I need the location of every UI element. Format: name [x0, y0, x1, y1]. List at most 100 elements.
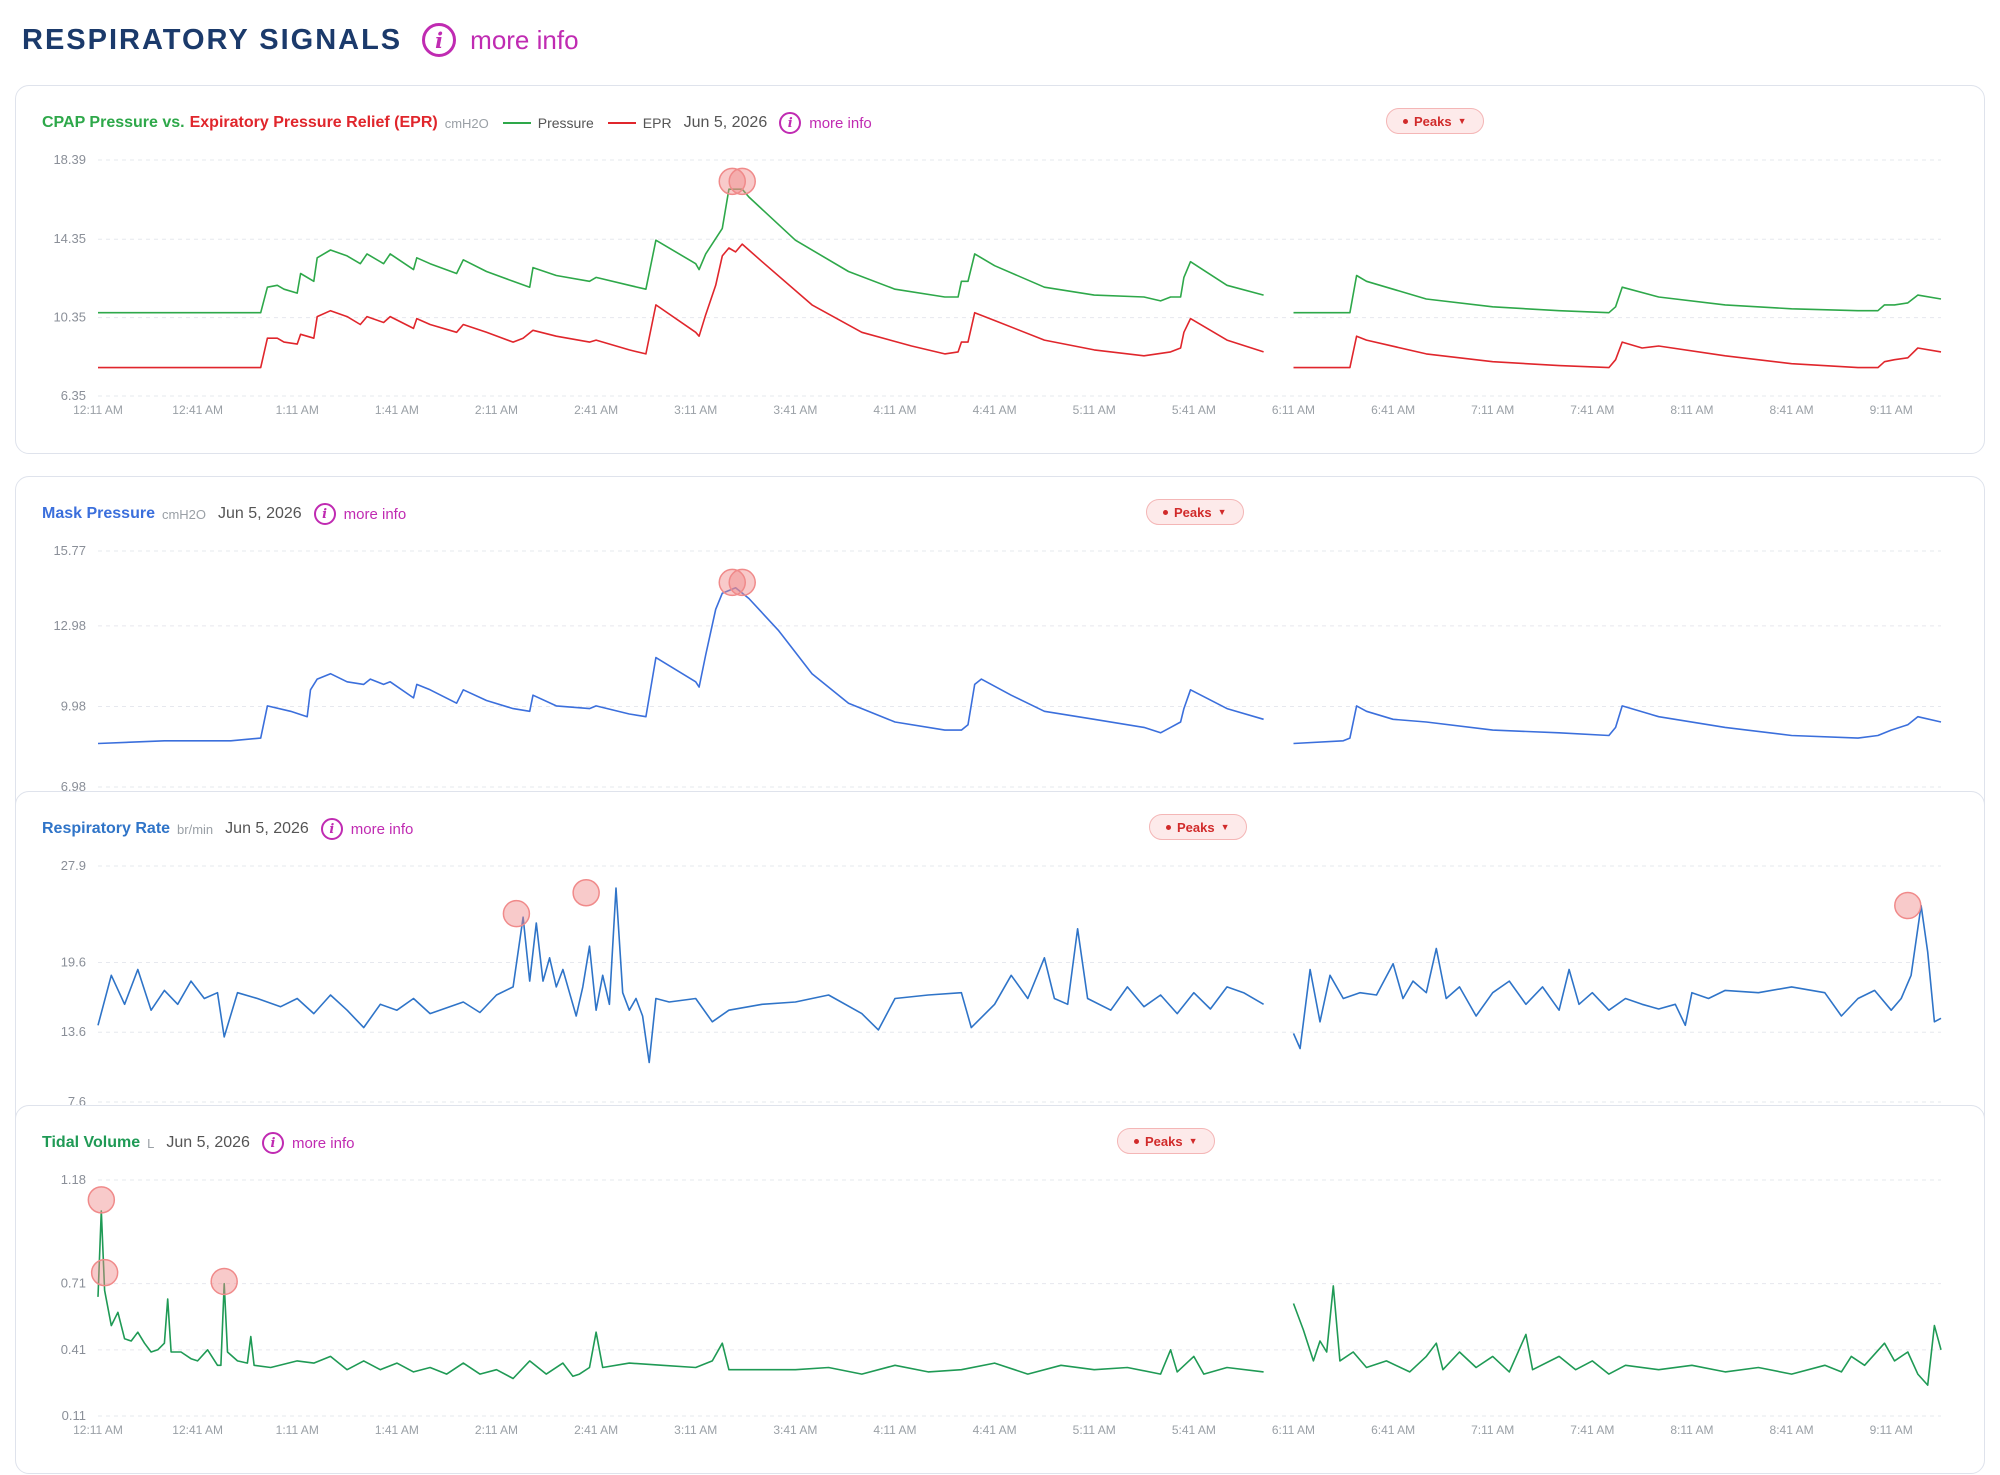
x-tick-label: 9:11 AM [1870, 403, 1913, 417]
x-tick-label: 12:41 AM [172, 1423, 223, 1437]
page-title: RESPIRATORY SIGNALS [22, 23, 403, 56]
peaks-dot-icon [1134, 1138, 1139, 1144]
x-tick-label: 1:11 AM [276, 403, 319, 417]
info-icon: i [422, 23, 457, 57]
peak-marker [210, 1267, 238, 1296]
more-info-label: more info [809, 114, 872, 132]
x-tick-label: 5:11 AM [1073, 1423, 1116, 1437]
series-line-epr-2 [1293, 335, 1942, 369]
info-icon: i [779, 112, 802, 134]
peaks-label: Peaks [1174, 504, 1212, 520]
x-tick-label: 2:41 AM [574, 403, 618, 417]
unit-label: L [147, 1135, 155, 1151]
page-header: RESPIRATORY SIGNALS i more info [22, 18, 579, 62]
legend-item-epr: EPR [607, 115, 672, 131]
more-info-label: more info [350, 820, 414, 838]
x-tick-label: 8:11 AM [1670, 403, 1713, 417]
x-tick-label: 6:11 AM [1272, 1423, 1315, 1437]
tidal-volume-chart: 0.11 0.41 0.71 1.18 12:11 AM 12:41 AM 1:11 AM 1… [61, 1172, 1942, 1437]
chart-title-pressure: CPAP Pressure vs. [42, 114, 185, 131]
chart-date: Jun 5, 2026 [225, 820, 309, 837]
more-info-link[interactable]: i more info [320, 818, 414, 840]
info-icon: i [261, 1132, 284, 1154]
unit-label: cmH2O [444, 115, 489, 131]
chart-title: Mask Pressure [42, 505, 155, 522]
x-tick-label: 2:41 AM [574, 1423, 618, 1437]
panel-header: Tidal Volume L Jun 5, 2026 i more info [42, 1128, 354, 1158]
x-tick-label: 8:41 AM [1770, 403, 1814, 417]
legend-item-pressure: Pressure [502, 115, 594, 131]
mask-pressure-panel: Mask Pressure cmH2O Jun 5, 2026 i more in… [15, 476, 1985, 845]
x-tick-label: 12:11 AM [73, 1423, 123, 1437]
x-tick-label: 8:41 AM [1770, 1423, 1814, 1437]
peaks-dropdown[interactable]: Peaks ▼ [1386, 108, 1484, 134]
more-info-link[interactable]: i more info [779, 112, 872, 134]
more-info-link[interactable]: i more info [261, 1132, 354, 1154]
y-tick-label: 1.18 [61, 1172, 86, 1187]
chart-date: Jun 5, 2026 [683, 114, 768, 131]
y-tick-label: 27.9 [61, 858, 86, 873]
x-tick-label: 12:11 AM [73, 403, 123, 417]
x-tick-label: 4:11 AM [873, 1423, 916, 1437]
peaks-dot-icon [1403, 118, 1408, 124]
peak-marker [718, 568, 747, 597]
series-line-pressure-2 [1293, 274, 1942, 314]
peaks-dropdown[interactable]: Peaks ▼ [1149, 814, 1247, 840]
chart-date: Jun 5, 2026 [218, 505, 302, 522]
peak-marker [87, 1186, 116, 1214]
x-tick-label: 3:41 AM [773, 403, 817, 417]
page-more-info-link[interactable]: i more info [422, 23, 579, 57]
chart-title: Respiratory Rate [42, 820, 171, 837]
panel-header: Mask Pressure cmH2O Jun 5, 2026 i more in… [42, 499, 406, 529]
y-tick-label: 0.71 [61, 1276, 86, 1291]
peaks-dropdown[interactable]: Peaks ▼ [1146, 499, 1244, 525]
series-line-pressure-1 [98, 188, 1264, 314]
series-line-value-2 [1293, 705, 1942, 745]
x-tick-label: 7:41 AM [1570, 403, 1614, 417]
tidal-volume-panel: Tidal Volume L Jun 5, 2026 i more info Pe… [15, 1105, 1985, 1474]
chevron-down-icon: ▼ [1457, 116, 1467, 126]
info-icon: i [313, 503, 336, 525]
more-info-link[interactable]: i more info [313, 503, 406, 525]
peak-marker [572, 878, 600, 907]
legend-swatch [502, 122, 531, 124]
y-tick-label: 6.35 [61, 388, 86, 403]
panel-header: Respiratory Rate br/min Jun 5, 2026 i mor… [42, 814, 413, 844]
legend-label: EPR [642, 115, 672, 131]
y-tick-label: 13.6 [61, 1024, 86, 1039]
peak-marker [90, 1258, 119, 1287]
x-tick-label: 4:41 AM [973, 1423, 1017, 1437]
cpap-pressure-panel: CPAP Pressure vs. Expiratory Pressure Re… [15, 85, 1985, 454]
series-line-value-1 [97, 1210, 1264, 1380]
legend-label: Pressure [537, 115, 594, 131]
x-tick-label: 6:11 AM [1272, 403, 1315, 417]
chart-date: Jun 5, 2026 [166, 1134, 250, 1151]
series-line-value-2 [1292, 904, 1942, 1050]
peaks-dot-icon [1166, 824, 1171, 830]
x-tick-label: 1:41 AM [375, 1423, 419, 1437]
y-tick-label: 9.98 [61, 698, 86, 713]
x-tick-label: 3:41 AM [773, 1423, 817, 1437]
y-tick-label: 12.98 [53, 618, 86, 633]
peaks-label: Peaks [1145, 1133, 1183, 1149]
cpap-pressure-chart: 6.35 10.35 14.35 18.39 12:11 AM 12:41 AM 1:11 … [53, 152, 1942, 417]
x-tick-label: 8:11 AM [1670, 1423, 1713, 1437]
y-tick-label: 0.41 [61, 1342, 86, 1357]
x-tick-label: 7:11 AM [1471, 403, 1514, 417]
chevron-down-icon: ▼ [1188, 1136, 1198, 1146]
unit-label: cmH2O [161, 506, 207, 522]
y-tick-label: 18.39 [53, 152, 86, 167]
peak-marker [502, 899, 531, 928]
x-tick-label: 5:41 AM [1172, 1423, 1216, 1437]
y-tick-label: 19.6 [61, 954, 86, 969]
series-line-epr-1 [98, 243, 1264, 369]
peak-marker [728, 568, 756, 597]
x-tick-label: 6:41 AM [1371, 1423, 1415, 1437]
y-tick-label: 14.35 [53, 231, 86, 246]
info-icon: i [320, 818, 343, 840]
series-line-value-2 [1292, 1285, 1942, 1386]
peaks-dropdown[interactable]: Peaks ▼ [1117, 1128, 1215, 1154]
x-tick-label: 1:11 AM [276, 1423, 319, 1437]
y-tick-label: 10.35 [53, 310, 86, 325]
x-tick-label: 2:11 AM [475, 1423, 518, 1437]
